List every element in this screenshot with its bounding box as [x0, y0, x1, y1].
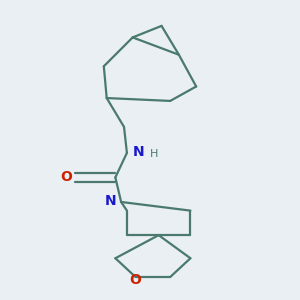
Text: O: O [60, 170, 72, 184]
Text: H: H [150, 149, 158, 159]
Text: N: N [133, 145, 144, 159]
Text: O: O [130, 274, 142, 287]
Text: N: N [105, 194, 117, 208]
